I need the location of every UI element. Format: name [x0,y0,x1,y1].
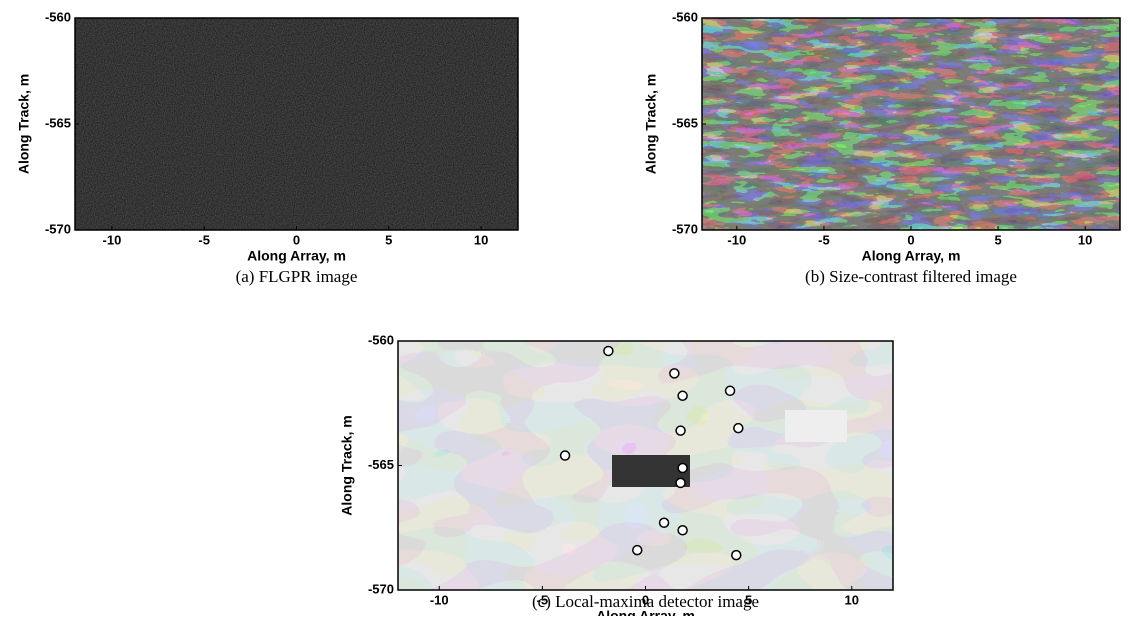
y-tick-label: -570 [45,221,71,236]
detection-point [559,450,571,461]
x-tick-label: -5 [537,592,549,607]
x-tick-label: 0 [642,592,649,607]
x-tick-label: -5 [198,232,210,247]
x-tick-label: -10 [430,592,449,607]
image-texture [702,18,1120,230]
y-tick-label: -570 [672,221,698,236]
x-tick-label: 10 [845,592,859,607]
caption: (b) Size-contrast filtered image [805,267,1017,286]
detection-point [669,368,680,379]
y-tick-label: -565 [45,115,71,130]
y-tick-label: -565 [672,115,698,130]
x-tick-label: -10 [103,232,122,247]
caption: (c) Local-maxima detector image [532,592,759,611]
x-tick-label: -5 [818,232,830,247]
y-tick-label: -565 [368,457,394,472]
detection-point [677,462,688,474]
y-axis-label: Along Track, m [16,74,32,174]
detection-point [658,517,670,529]
light-patch [785,410,847,442]
x-axis-label: Along Array, m [247,248,346,264]
x-tick-label: 10 [474,232,488,247]
y-axis-label: Along Track, m [643,74,659,174]
detection-point [677,390,688,402]
x-tick-label: 5 [385,232,392,247]
detection-point [632,544,643,556]
x-tick-label: 5 [994,232,1001,247]
x-tick-label: 10 [1078,232,1092,247]
detection-point [677,524,688,536]
y-tick-label: -560 [672,9,698,24]
x-tick-label: -10 [727,232,746,247]
detection-point [675,477,686,489]
y-tick-label: -570 [368,581,394,596]
y-axis-label: Along Track, m [339,415,355,515]
x-axis-label: Along Array, m [862,248,961,264]
x-tick-label: 0 [907,232,914,247]
x-tick-label: 0 [293,232,300,247]
detection-point [733,422,744,434]
x-tick-label: 5 [745,592,752,607]
detection-point [675,425,686,436]
y-tick-label: -560 [368,332,394,347]
detection-point [731,549,742,561]
detection-point [724,385,736,397]
y-tick-label: -560 [45,9,71,24]
detection-point [603,345,614,357]
caption: (a) FLGPR image [236,267,358,286]
image-texture [75,18,518,230]
